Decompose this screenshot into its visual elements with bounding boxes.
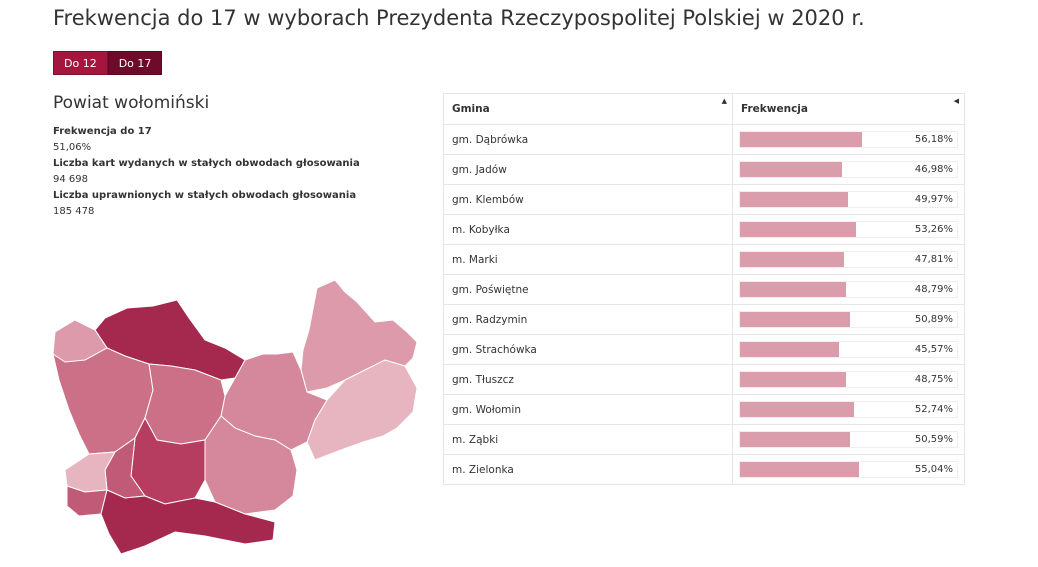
gmina-name-cell: gm. Radzymin (443, 304, 733, 335)
header-frekwencja-label: Frekwencja (741, 103, 808, 115)
do17-button[interactable]: Do 17 (107, 51, 163, 75)
turnout-cell: 48,79% (732, 274, 965, 305)
bar-track: 52,74% (739, 401, 958, 418)
turnout-bar (740, 462, 860, 477)
map-region-south[interactable] (100, 489, 276, 555)
turnout-value-label: 45,57% (914, 344, 953, 355)
sort-left-icon[interactable]: ◀ (953, 97, 959, 105)
gmina-name-cell: m. Kobyłka (443, 214, 733, 245)
header-frekwencja[interactable]: Frekwencja ◀ (732, 93, 965, 125)
table-row[interactable]: gm. Poświętne 48,79% (443, 274, 965, 305)
bar-track: 56,18% (739, 131, 958, 148)
table-row[interactable]: gm. Jadów 46,98% (443, 154, 965, 185)
bar-track: 48,79% (739, 281, 958, 298)
turnout-value-label: 50,59% (914, 434, 953, 445)
table-body: gm. Dąbrówka 56,18% gm. Jadów 46,98% gm. Kle… (443, 124, 965, 485)
turnout-bar (740, 342, 839, 357)
choropleth-map (52, 279, 418, 555)
turnout-bar (740, 372, 846, 387)
turnout-value-label: 55,04% (914, 464, 953, 475)
gmina-name-cell: gm. Jadów (443, 154, 733, 185)
bar-track: 48,75% (739, 371, 958, 388)
turnout-cell: 55,04% (732, 454, 965, 485)
gmina-name-cell: gm. Wołomin (443, 394, 733, 425)
eligible-label: Liczba uprawnionych w stałych obwodach g… (53, 190, 357, 201)
turnout-cell: 48,75% (732, 364, 965, 395)
turnout-value: 51,06% (53, 142, 92, 153)
header-gmina-label: Gmina (452, 103, 490, 115)
turnout-bar (740, 132, 862, 147)
turnout-cell: 50,59% (732, 424, 965, 455)
bar-track: 50,59% (739, 431, 958, 448)
turnout-cell: 56,18% (732, 124, 965, 155)
table-header-row: Gmina ▲ Frekwencja ◀ (443, 93, 965, 125)
turnout-label: Frekwencja do 17 (53, 126, 152, 137)
turnout-bar (740, 222, 856, 237)
turnout-value-label: 53,26% (914, 224, 953, 235)
table-row[interactable]: m. Kobyłka 53,26% (443, 214, 965, 245)
turnout-value-label: 46,98% (914, 164, 953, 175)
gmina-name-cell: gm. Tłuszcz (443, 364, 733, 395)
table-row[interactable]: m. Marki 47,81% (443, 244, 965, 275)
cards-value: 94 698 (53, 174, 88, 185)
turnout-value-label: 52,74% (914, 404, 953, 415)
turnout-bar (740, 162, 842, 177)
table-row[interactable]: gm. Strachówka 45,57% (443, 334, 965, 365)
turnout-value-label: 48,75% (914, 374, 953, 385)
time-toggle: Do 12 Do 17 (53, 51, 163, 75)
turnout-bar (740, 192, 849, 207)
gmina-name-cell: gm. Klembów (443, 184, 733, 215)
turnout-cell: 45,57% (732, 334, 965, 365)
table-row[interactable]: m. Zielonka 55,04% (443, 454, 965, 485)
eligible-value: 185 478 (53, 206, 95, 217)
table-row[interactable]: gm. Klembów 49,97% (443, 184, 965, 215)
table-row[interactable]: m. Ząbki 50,59% (443, 424, 965, 455)
turnout-value-label: 50,89% (914, 314, 953, 325)
do12-button[interactable]: Do 12 (53, 51, 108, 75)
turnout-bar (740, 312, 851, 327)
gmina-name-cell: m. Zielonka (443, 454, 733, 485)
turnout-value-label: 47,81% (914, 254, 953, 265)
bar-track: 47,81% (739, 251, 958, 268)
turnout-bar (740, 282, 846, 297)
table-row[interactable]: gm. Wołomin 52,74% (443, 394, 965, 425)
bar-track: 45,57% (739, 341, 958, 358)
turnout-bar (740, 402, 855, 417)
turnout-cell: 53,26% (732, 214, 965, 245)
turnout-cell: 47,81% (732, 244, 965, 275)
turnout-cell: 46,98% (732, 154, 965, 185)
powiat-stats: Frekwencja do 17 51,06% Liczba kart wyda… (53, 124, 360, 220)
turnout-value-label: 56,18% (914, 134, 953, 145)
turnout-cell: 50,89% (732, 304, 965, 335)
bar-track: 50,89% (739, 311, 958, 328)
table-row[interactable]: gm. Radzymin 50,89% (443, 304, 965, 335)
header-gmina[interactable]: Gmina ▲ (443, 93, 733, 125)
table-row[interactable]: gm. Dąbrówka 56,18% (443, 124, 965, 155)
turnout-value-label: 49,97% (914, 194, 953, 205)
map-region-poswietne[interactable] (52, 319, 108, 363)
page-title: Frekwencja do 17 w wyborach Prezydenta R… (53, 6, 865, 30)
bar-track: 46,98% (739, 161, 958, 178)
cards-label: Liczba kart wydanych w stałych obwodach … (53, 158, 360, 169)
gmina-name-cell: m. Marki (443, 244, 733, 275)
turnout-bar (740, 432, 850, 447)
table-row[interactable]: gm. Tłuszcz 48,75% (443, 364, 965, 395)
gmina-name-cell: gm. Dąbrówka (443, 124, 733, 155)
sort-asc-icon[interactable]: ▲ (721, 97, 727, 105)
bar-track: 53,26% (739, 221, 958, 238)
gminy-table: Gmina ▲ Frekwencja ◀ gm. Dąbrówka 56,18% g… (443, 93, 965, 485)
bar-track: 49,97% (739, 191, 958, 208)
gmina-name-cell: gm. Poświętne (443, 274, 733, 305)
gmina-name-cell: gm. Strachówka (443, 334, 733, 365)
bar-track: 55,04% (739, 461, 958, 478)
powiat-name: Powiat wołomiński (53, 93, 210, 113)
turnout-bar (740, 252, 844, 267)
gmina-name-cell: m. Ząbki (443, 424, 733, 455)
turnout-value-label: 48,79% (914, 284, 953, 295)
turnout-cell: 49,97% (732, 184, 965, 215)
turnout-cell: 52,74% (732, 394, 965, 425)
